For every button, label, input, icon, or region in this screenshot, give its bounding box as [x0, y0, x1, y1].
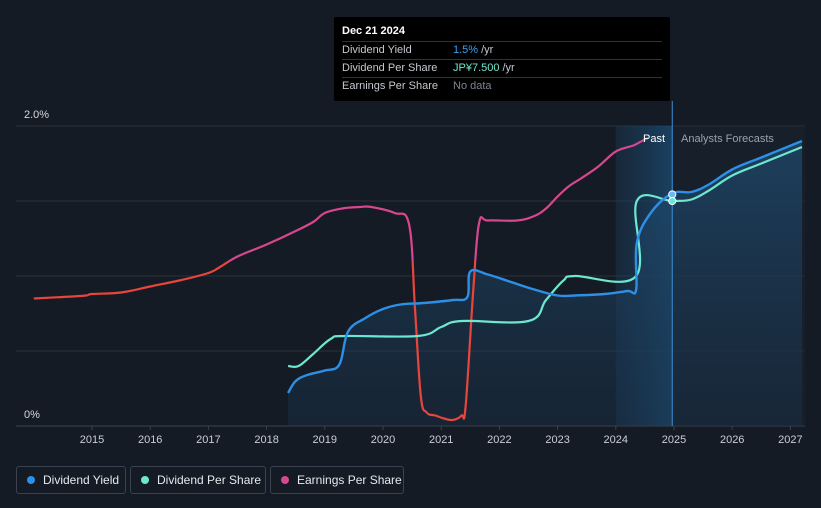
tooltip-label: Dividend Per Share [342, 62, 438, 74]
dividend-per-share-marker [668, 196, 677, 206]
dividend-yield-line [287, 139, 803, 394]
earnings-per-share-line-dip [33, 261, 477, 422]
x-tick-label: 2020 [371, 434, 395, 446]
x-tick-label: 2025 [662, 434, 686, 446]
past-label: Past [643, 133, 665, 145]
legend-item-dividend-per-share[interactable]: Dividend Per Share [130, 466, 266, 494]
legend-item-earnings-per-share[interactable]: Earnings Per Share [270, 466, 404, 494]
x-axis: 2015 2016 2017 2018 2019 2020 2021 2022 2023 2024… [80, 426, 803, 446]
y-tick-label-top: 2.0% [24, 109, 49, 121]
dividend-yield-area [288, 141, 803, 426]
x-tick-label: 2026 [720, 434, 744, 446]
earnings-per-share-line [227, 137, 649, 261]
legend-label: Dividend Per Share [157, 473, 262, 487]
x-tick-label: 2018 [254, 434, 278, 446]
x-tick-label: 2024 [604, 434, 628, 446]
forecast-label: Analysts Forecasts [681, 133, 774, 145]
legend-label: Earnings Per Share [297, 473, 402, 487]
tooltip-row-earnings-per-share: Earnings Per Share No data [342, 77, 662, 95]
x-tick-label: 2021 [429, 434, 453, 446]
tooltip-unit: /yr [481, 44, 494, 56]
tooltip-value: No data [453, 80, 492, 92]
x-tick-label: 2023 [545, 434, 569, 446]
legend-label: Dividend Yield [43, 473, 120, 487]
x-tick-label: 2019 [313, 434, 337, 446]
x-tick-label: 2027 [778, 434, 802, 446]
tooltip-value: JP¥7.500 [453, 62, 500, 74]
dividend-per-share-line [287, 145, 803, 369]
tooltip-value: 1.5% [453, 44, 479, 56]
tooltip-date: Dec 21 2024 [342, 25, 405, 37]
tooltip-row-dividend-per-share: Dividend Per Share JP¥7.500/yr [342, 59, 662, 77]
tooltip-unit: /yr [502, 62, 515, 74]
tooltip-label: Earnings Per Share [342, 80, 438, 92]
legend-dot-icon [281, 476, 289, 484]
legend-item-dividend-yield[interactable]: Dividend Yield [16, 466, 126, 494]
x-tick-label: 2017 [196, 434, 220, 446]
legend-dot-icon [141, 476, 149, 484]
tooltip-label: Dividend Yield [342, 44, 412, 56]
legend-dot-icon [27, 476, 35, 484]
y-tick-label-bottom: 0% [24, 409, 40, 421]
tooltip-row-dividend-yield: Dividend Yield 1.5%/yr [342, 41, 662, 59]
x-tick-label: 2015 [80, 434, 104, 446]
x-tick-label: 2022 [487, 434, 511, 446]
tooltip: Dec 21 2024 Dividend Yield 1.5%/yr Divid… [334, 17, 670, 101]
x-tick-label: 2016 [138, 434, 162, 446]
